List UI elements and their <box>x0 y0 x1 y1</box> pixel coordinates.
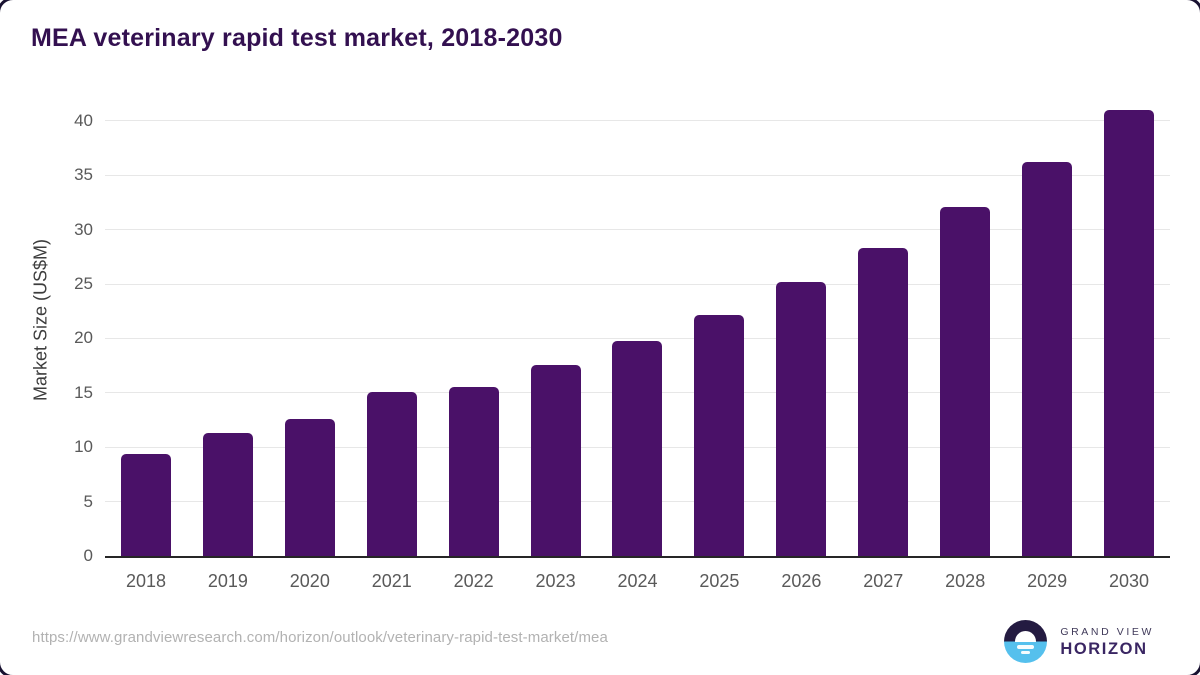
xtick-label-2018: 2018 <box>125 571 166 591</box>
bars-row <box>105 108 1170 556</box>
gridline-40 <box>105 120 1170 122</box>
bar-column-2025 <box>678 314 760 556</box>
bar-column-2018 <box>105 453 187 556</box>
logo-text: GRAND VIEW HORIZON <box>1060 626 1154 658</box>
gridline-20 <box>105 337 1170 339</box>
sun-icon <box>1015 630 1037 642</box>
page-title: MEA veterinary rapid test market, 2018-2… <box>31 24 563 52</box>
y-axis-title: Market Size (US$M) <box>30 238 51 402</box>
reflection-stripe-icon <box>1017 645 1035 649</box>
ytick-label-30: 30 <box>74 219 93 239</box>
xtick-label-2026: 2026 <box>781 571 822 591</box>
ytick-label-10: 10 <box>74 437 93 457</box>
xtick-label-2019: 2019 <box>207 571 248 591</box>
gridline-30 <box>105 229 1170 231</box>
ytick-label-35: 35 <box>74 165 93 185</box>
bar-column-2022 <box>433 387 515 556</box>
bar-column-2020 <box>269 418 351 556</box>
xtick-label-2020: 2020 <box>289 571 330 591</box>
bar-2026 <box>776 281 827 556</box>
ytick-label-5: 5 <box>83 491 93 511</box>
bar-column-2023 <box>515 364 597 556</box>
gridline-25 <box>105 283 1170 285</box>
bar-column-2029 <box>1006 162 1088 556</box>
ytick-label-15: 15 <box>74 382 93 402</box>
plot-area: 0 5 10 15 20 25 30 35 40 2018 2019 2020 2021 2022 2023… <box>74 108 1170 591</box>
xtick-label-2029: 2029 <box>1027 571 1068 591</box>
bar-column-2028 <box>924 206 1006 556</box>
bar-2030 <box>1104 109 1155 556</box>
xtick-label-2023: 2023 <box>535 571 576 591</box>
gridline-35 <box>105 174 1170 176</box>
xtick-label-2021: 2021 <box>371 571 412 591</box>
ytick-label-40: 40 <box>74 110 93 130</box>
ytick-label-20: 20 <box>74 328 93 348</box>
horizon-sunrise-icon <box>1004 620 1048 663</box>
brand-name-bottom: HORIZON <box>1060 639 1148 658</box>
bar-2022 <box>448 387 499 556</box>
bar-column-2024 <box>597 340 679 556</box>
bar-2024 <box>612 340 663 556</box>
xtick-label-2025: 2025 <box>699 571 740 591</box>
bar-2027 <box>858 248 909 556</box>
brand-name-top: GRAND VIEW <box>1060 625 1154 638</box>
xtick-label-2022: 2022 <box>453 571 494 591</box>
bar-2028 <box>940 206 991 556</box>
x-axis-labels: 2018 2019 2020 2021 2022 2023 2024 2025 2026 2027… <box>105 571 1170 592</box>
source-url: https://www.grandviewresearch.com/horizo… <box>32 629 608 646</box>
grand-view-horizon-logo: GRAND VIEW HORIZON <box>1004 620 1154 663</box>
bar-column-2026 <box>760 281 842 556</box>
bar-2021 <box>366 391 417 556</box>
xtick-label-2027: 2027 <box>863 571 904 591</box>
bar-2018 <box>120 453 171 556</box>
bar-2025 <box>694 314 745 556</box>
xtick-label-2030: 2030 <box>1109 571 1150 591</box>
ytick-label-0: 0 <box>83 546 93 565</box>
ytick-label-25: 25 <box>74 274 93 293</box>
xtick-label-2028: 2028 <box>945 571 986 591</box>
bar-column-2019 <box>187 433 269 556</box>
reflection-stripe-icon <box>1021 651 1031 654</box>
xtick-label-2024: 2024 <box>617 571 658 591</box>
bar-2020 <box>284 418 335 556</box>
bar-2019 <box>202 433 253 556</box>
bar-column-2030 <box>1088 109 1170 556</box>
bar-2023 <box>530 364 581 556</box>
bar-column-2021 <box>351 391 433 556</box>
bar-2029 <box>1022 162 1073 556</box>
x-axis-line <box>105 556 1170 558</box>
bar-column-2027 <box>842 248 924 556</box>
